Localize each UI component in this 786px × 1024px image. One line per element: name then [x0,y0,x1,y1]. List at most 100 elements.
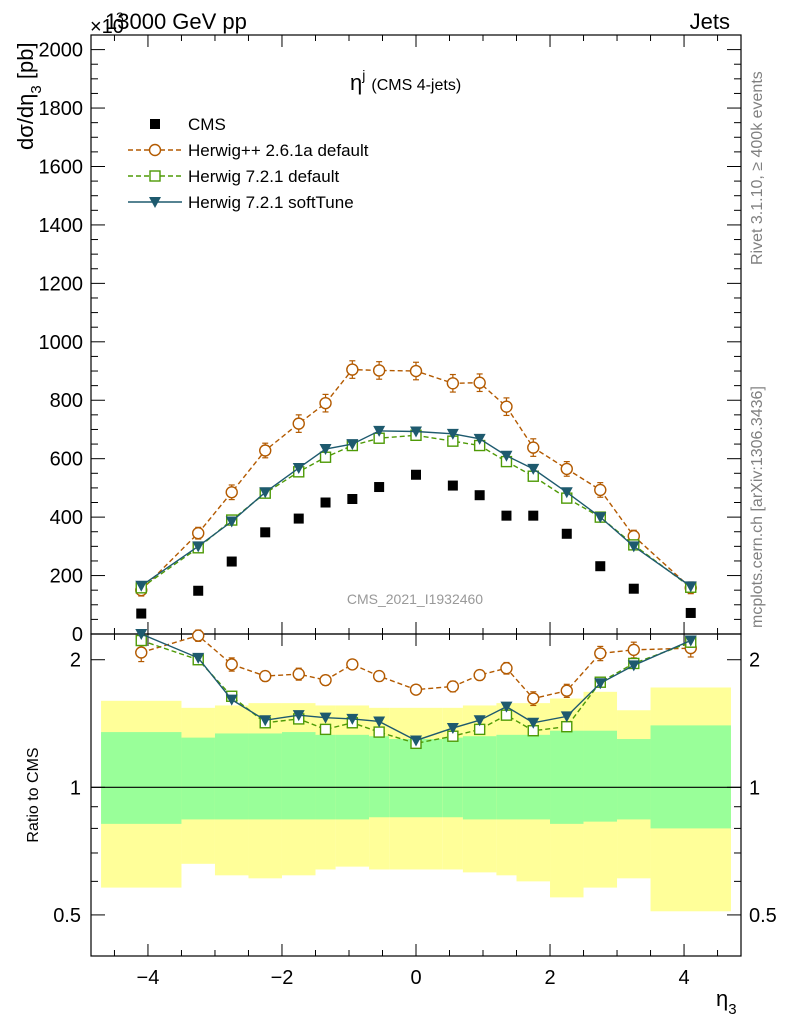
main-point-herwig-721-softtune [627,541,640,553]
legend-marker-cms [150,119,160,129]
band-inner [442,737,463,818]
main-point-cms [226,556,237,567]
legend-label-herwig-721-default: Herwig 7.2.1 default [188,167,339,186]
ratio-y-tick-label: 2 [749,650,760,672]
ratio-point-herwigpp-261a [346,658,359,671]
ratio-y-tick-label: 2 [70,650,81,672]
main-point-herwigpp-261a [446,377,460,390]
ratio-point-herwig-721-softtune [373,716,386,728]
band-inner [214,733,249,820]
y-tick-label: 0 [72,624,83,646]
ratio-point-herwig-721-default [319,723,332,736]
header-process-label: 13000 GeV pp [105,9,247,34]
main-point-cms [320,497,331,508]
ratio-point-herwig-721-default [373,726,385,738]
main-point-cms [628,583,639,594]
y-scale-exponent: 3 [116,9,124,25]
legend-marker-herwig-721-softtune [149,197,161,208]
main-point-herwigpp-261a [292,417,305,430]
y-tick-label: 2000 [39,40,84,62]
band-inner [617,739,651,820]
x-tick-label: −4 [137,967,160,989]
y-tick-label: 400 [50,507,83,529]
ratio-point-herwigpp-261a [135,646,148,659]
band-inner [650,725,731,829]
main-point-cms [447,480,458,491]
main-point-herwig-721-softtune [594,512,607,524]
main-point-herwigpp-261a [259,444,272,457]
ratio-point-herwigpp-261a [627,643,640,657]
main-point-herwig-721-softtune [410,426,422,438]
main-point-herwig-721-softtune [373,425,386,437]
band-inner [248,733,282,820]
x-tick-label: 4 [678,967,689,989]
main-point-cms [595,561,606,572]
band-inner [496,734,517,820]
band-inner [315,734,336,820]
legend-marker-herwigpp-261a [148,143,162,157]
ratio-y-tick-label: 0.5 [53,905,81,927]
ratio-y-tick-label: 1 [749,777,760,799]
ratio-point-herwigpp-261a [409,683,423,696]
analysis-watermark: CMS_2021_I1932460 [347,591,483,607]
main-plot-panel: dσ/dη3 [pb] ηj(CMS 4-jets) CMS_2021_I193… [13,42,483,607]
ratio-point-herwig-721-softtune [500,701,513,713]
main-point-cms [260,527,271,538]
main-point-herwig-721-softtune [292,463,305,475]
main-line-herwig-721-softtune [140,430,692,587]
ratio-point-herwigpp-261a [319,673,332,687]
main-point-herwig-721-softtune [684,581,697,593]
band-inner [335,734,370,820]
main-point-herwigpp-261a [560,462,573,476]
band-inner [516,734,551,820]
ratio-point-herwig-721-softtune [446,723,459,735]
x-tick-label: 2 [544,967,555,989]
ratio-plot-panel: Ratio to CMS η3 [25,747,737,1018]
main-point-cms [347,494,358,505]
ratio-ylabel: Ratio to CMS [25,747,42,842]
main-point-herwigpp-261a [319,396,332,410]
ratio-point-herwig-721-softtune [594,678,607,690]
ratio-point-herwigpp-261a [292,667,305,681]
band-inner [181,737,215,820]
main-point-cms [136,608,147,619]
main-point-herwig-721-softtune [135,580,148,592]
main-point-herwigpp-261a [372,364,386,377]
main-ylabel: dσ/dη3 [pb] [13,42,45,150]
main-point-cms [685,607,696,618]
ratio-point-herwigpp-261a [225,658,238,671]
ratio-point-herwig-721-softtune [225,694,238,706]
band-inner [369,736,390,818]
main-point-cms [374,482,385,493]
ratio-point-herwigpp-261a [259,669,272,683]
main-point-herwigpp-261a [192,526,205,540]
main-point-herwigpp-261a [225,486,238,499]
band-inner [101,732,182,824]
main-point-herwig-721-softtune [446,428,459,440]
ratio-point-herwigpp-261a [192,629,205,642]
band-inner [281,732,316,820]
ratio-y-tick-label: 1 [70,777,81,799]
x-tick-label: −2 [271,967,294,989]
y-tick-label: 200 [50,566,83,588]
ratio-point-herwig-721-softtune [135,629,148,640]
ratio-point-herwig-721-softtune [527,717,540,729]
ratio-point-herwig-721-softtune [410,735,422,747]
chart-marks: −4 −2 0 2 4 0 200 400 600 800 1000 1200 1400 1600 1800… [39,34,777,989]
main-point-herwig-721-softtune [259,487,272,499]
main-line-herwig-721-default [140,434,692,589]
legend-marker-herwig-721-default [149,170,161,182]
ratio-point-herwigpp-261a [372,669,386,683]
main-point-cms [293,513,304,524]
y-tick-label: 800 [50,390,83,412]
main-point-herwig-721-softtune [560,487,573,499]
band-inner [550,730,584,824]
y-tick-label: 1800 [39,98,84,120]
main-point-herwig-721-softtune [500,450,513,462]
main-point-cms [411,469,421,480]
legend: CMS Herwig++ 2.6.1a default Herwig 7.2.1 d… [128,115,369,212]
main-point-herwigpp-261a [409,364,423,378]
main-point-herwig-721-softtune [225,516,238,528]
main-point-cms [561,528,572,539]
